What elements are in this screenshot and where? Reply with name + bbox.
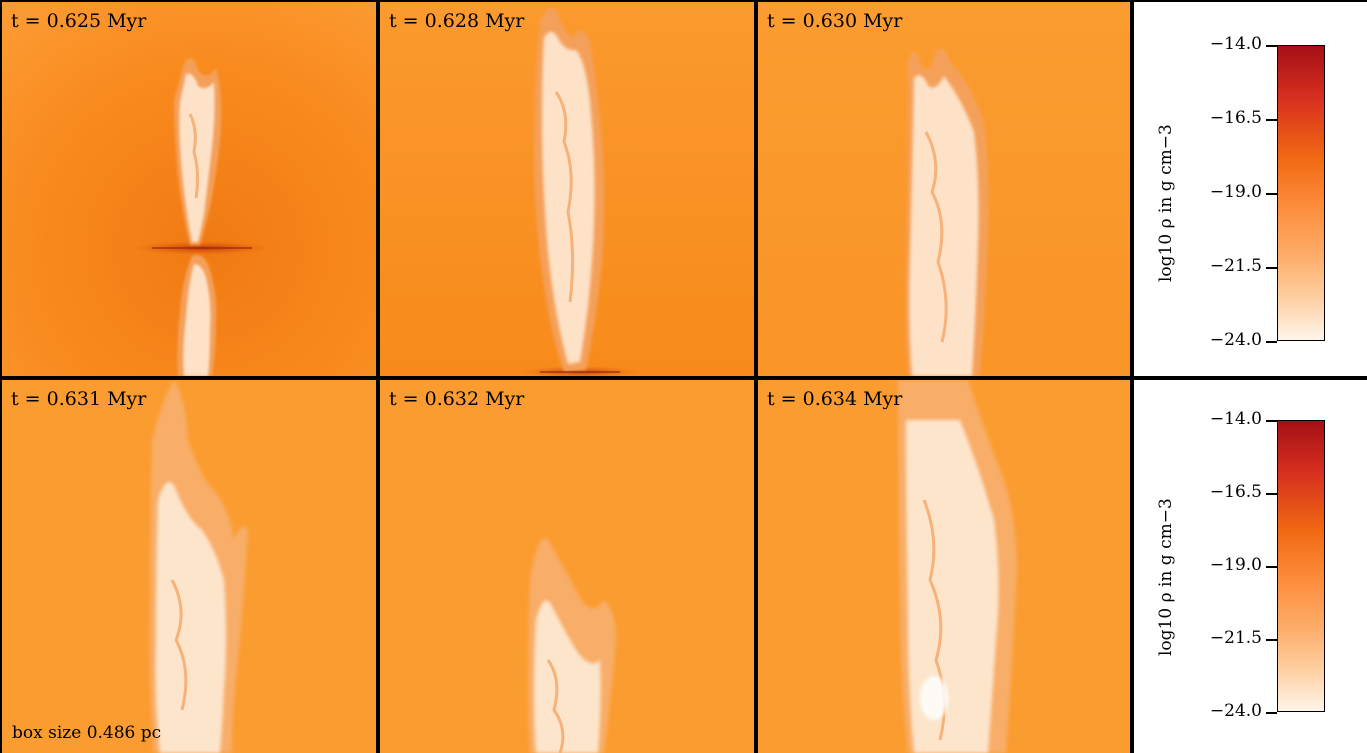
- colorbar-axis-label: log10 ρ in g cm−3: [1156, 124, 1176, 282]
- snapshot-panel-5: t = 0.632 Myr: [380, 380, 754, 753]
- colorbar-tick: [1266, 420, 1277, 422]
- time-label: t = 0.632 Myr: [389, 388, 525, 410]
- colorbar-top: −14.0 −16.5 −19.0 −21.5 −24.0 log10 ρ in…: [1134, 2, 1367, 376]
- colorbar-tick-label: −16.5: [1209, 108, 1262, 128]
- time-label: t = 0.628 Myr: [389, 10, 525, 32]
- colorbar-tick: [1266, 639, 1277, 641]
- colorbar-bottom: −14.0 −16.5 −19.0 −21.5 −24.0 log10 ρ in…: [1134, 380, 1367, 753]
- colorbar-tick: [1266, 193, 1277, 195]
- density-map-2: [380, 2, 754, 376]
- time-label: t = 0.630 Myr: [767, 10, 903, 32]
- colorbar-tick-label: −14.0: [1209, 34, 1262, 54]
- box-size-label: box size 0.486 pc: [12, 723, 162, 743]
- colorbar-tick-label: −16.5: [1209, 482, 1262, 502]
- snapshot-panel-4: t = 0.631 Myr box size 0.486 pc: [2, 380, 376, 753]
- colorbar-tick-label: −21.5: [1209, 256, 1262, 276]
- colorbar-tick: [1266, 267, 1277, 269]
- time-label: t = 0.631 Myr: [11, 388, 147, 410]
- colorbar-tick: [1266, 119, 1277, 121]
- colorbar-tick-label: −19.0: [1209, 555, 1262, 575]
- colorbar-gradient: [1277, 45, 1325, 341]
- colorbar-tick-label: −21.5: [1209, 628, 1262, 648]
- colorbar-gradient: [1277, 420, 1325, 712]
- colorbar-tick: [1266, 712, 1277, 714]
- density-map-5: [380, 380, 754, 753]
- colorbar-tick: [1266, 493, 1277, 495]
- density-map-4: [2, 380, 376, 753]
- colorbar-tick: [1266, 45, 1277, 47]
- colorbar-tick: [1266, 341, 1277, 343]
- snapshot-panel-3: t = 0.630 Myr: [758, 2, 1130, 376]
- colorbar-tick-label: −24.0: [1209, 330, 1262, 350]
- density-map-3: [758, 2, 1130, 376]
- density-map-6: [758, 380, 1130, 753]
- colorbar-tick-label: −19.0: [1209, 182, 1262, 202]
- time-label: t = 0.634 Myr: [767, 388, 903, 410]
- time-label: t = 0.625 Myr: [11, 10, 147, 32]
- colorbar-tick-label: −24.0: [1209, 701, 1262, 721]
- colorbar-tick: [1266, 566, 1277, 568]
- snapshot-panel-1: t = 0.625 Myr: [2, 2, 376, 376]
- colorbar-tick-label: −14.0: [1209, 409, 1262, 429]
- density-map-1: [2, 2, 376, 376]
- snapshot-panel-6: t = 0.634 Myr: [758, 380, 1130, 753]
- colorbar-axis-label: log10 ρ in g cm−3: [1156, 498, 1176, 656]
- snapshot-panel-2: t = 0.628 Myr: [380, 2, 754, 376]
